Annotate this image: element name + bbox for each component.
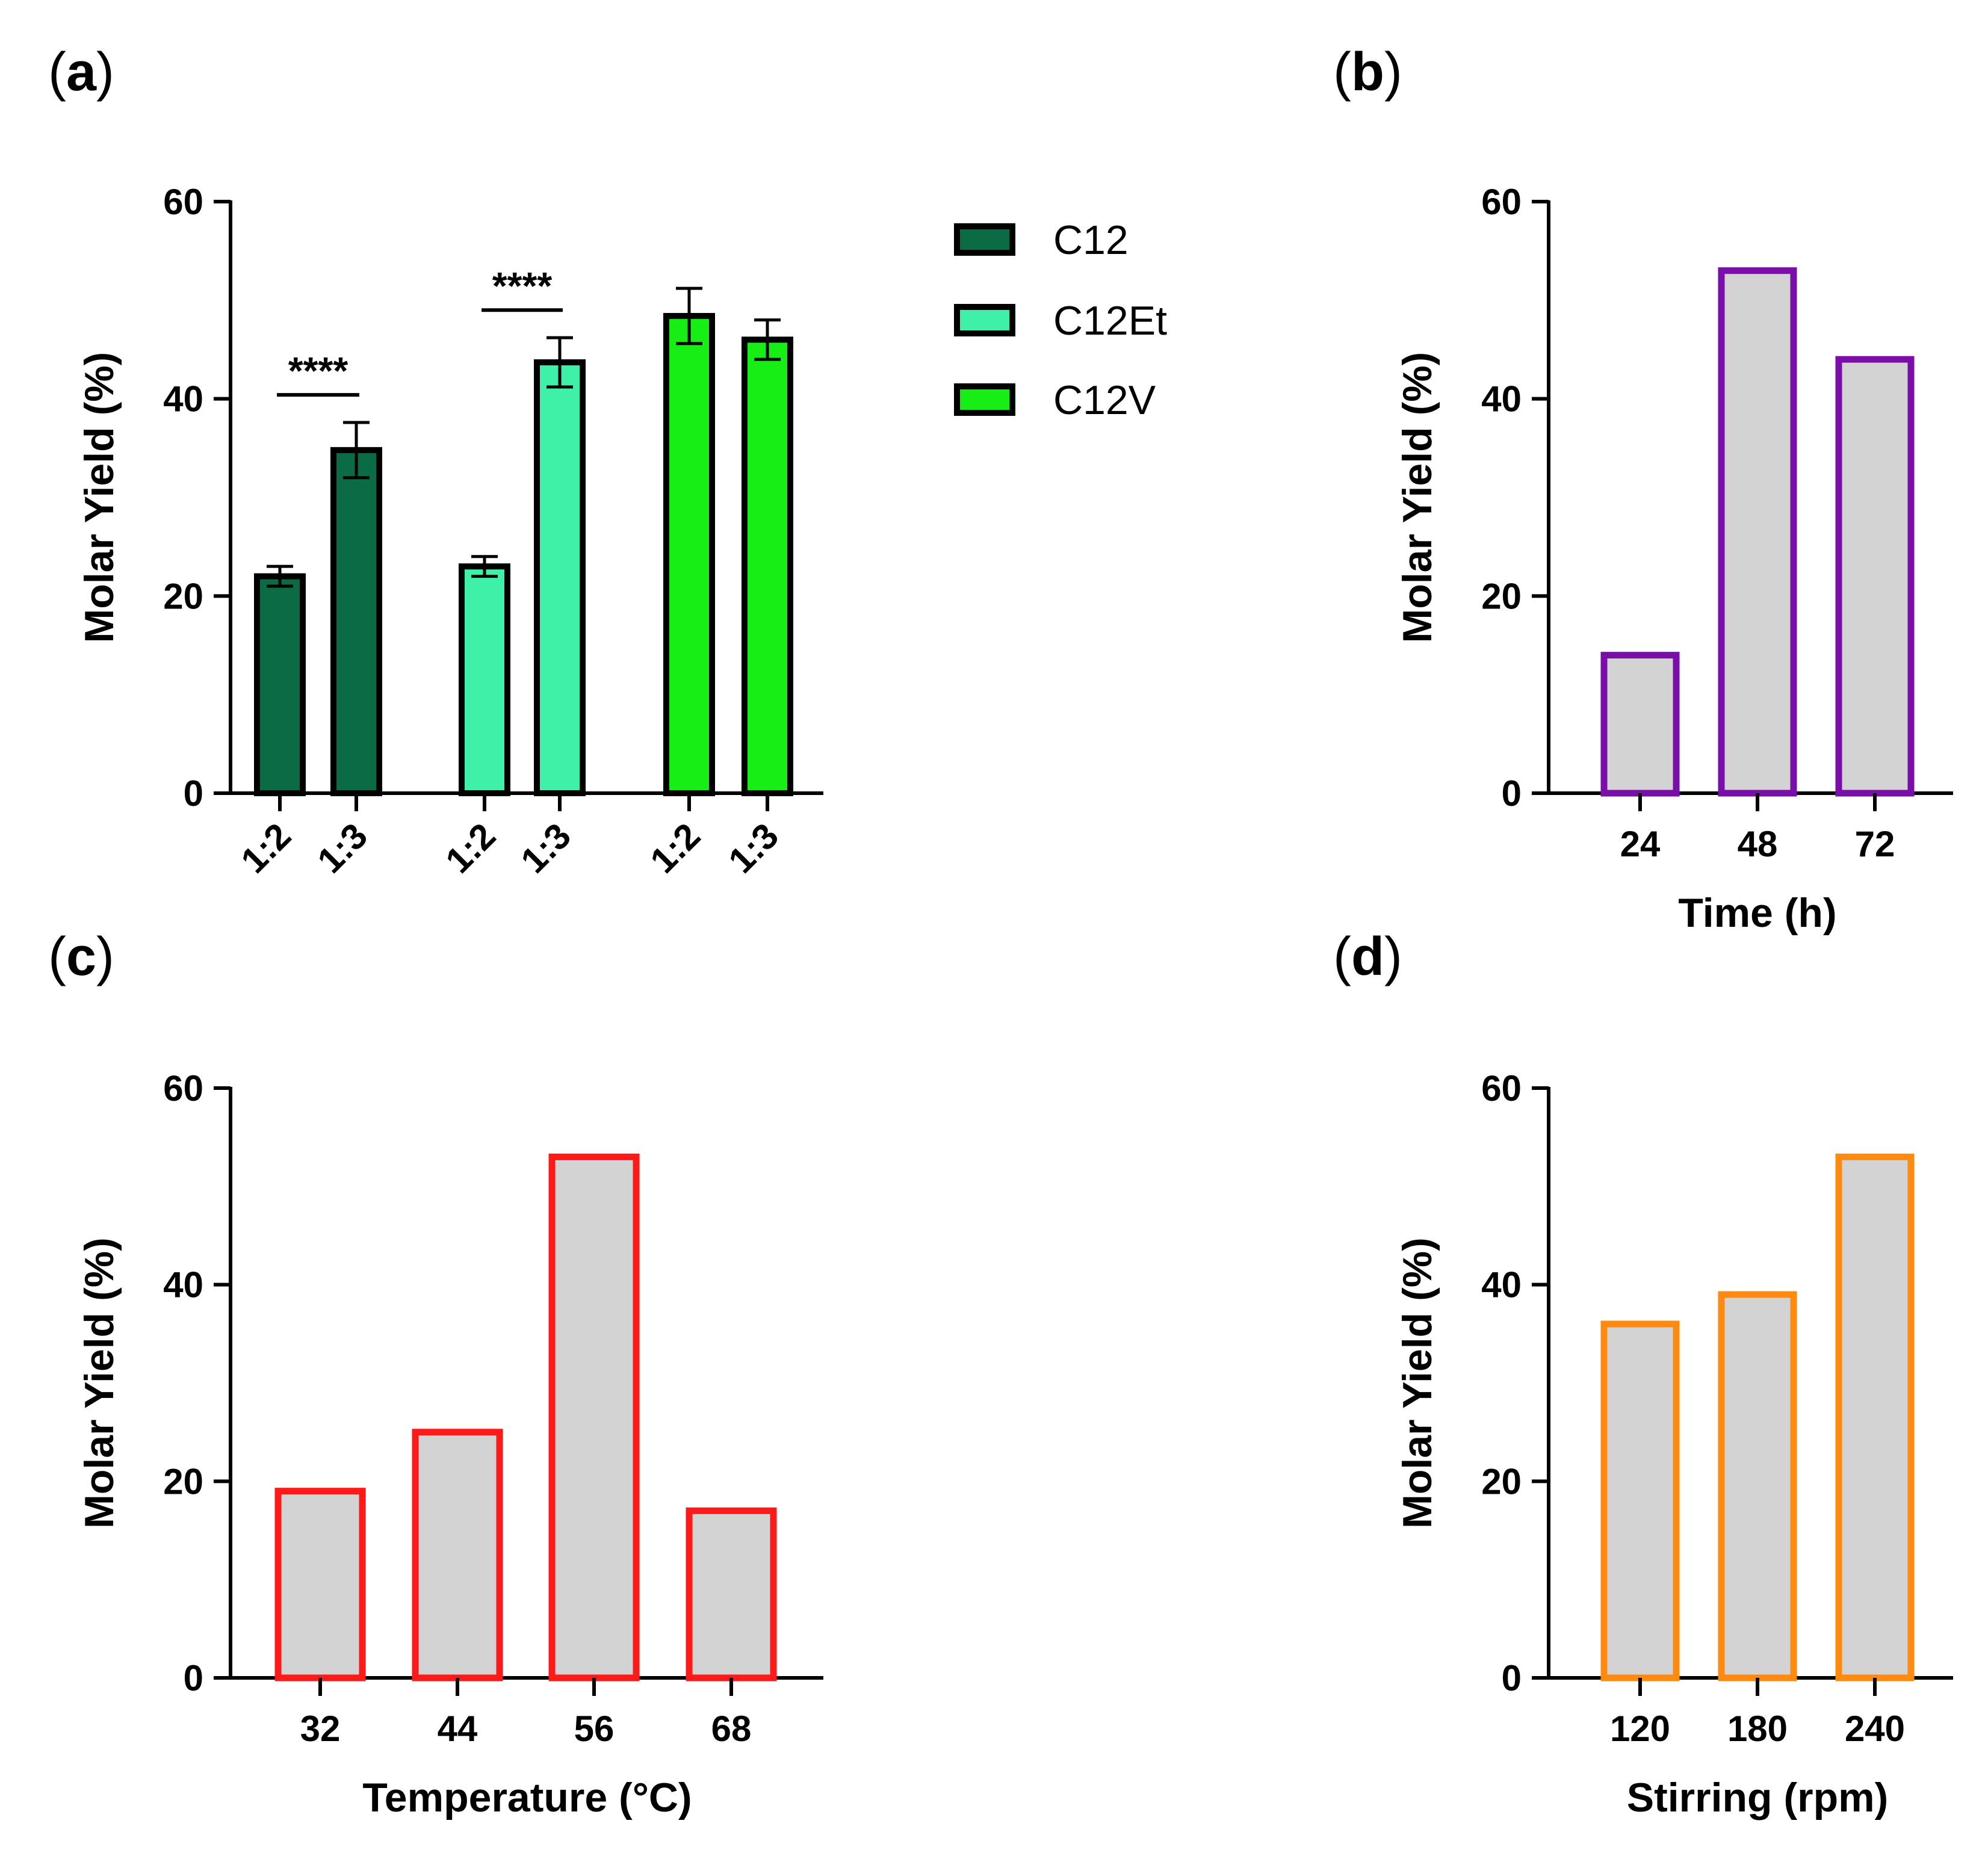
- bar: [1600, 1320, 1680, 1681]
- y-tick-label: 60: [163, 182, 203, 222]
- x-tick-label: 44: [438, 1709, 478, 1749]
- x-tick-label: 24: [1620, 824, 1661, 864]
- y-axis-title: Molar Yield (%): [1395, 352, 1440, 643]
- y-axis-title: Molar Yield (%): [76, 352, 122, 643]
- bar: [459, 563, 510, 797]
- panel-label: (b): [1333, 42, 1402, 102]
- bar: [254, 573, 306, 796]
- y-axis-title: Molar Yield (%): [76, 1237, 122, 1529]
- panel-label: (d): [1333, 927, 1402, 987]
- y-tick-label: 0: [1502, 773, 1522, 814]
- x-axis-title: Temperature (°C): [362, 1775, 692, 1821]
- x-tick-label: 120: [1610, 1709, 1670, 1749]
- bar: [1835, 1153, 1915, 1681]
- significance-label: ****: [288, 349, 348, 392]
- x-tick-label: 1:2: [438, 815, 503, 881]
- legend-swatch: [954, 304, 1015, 336]
- y-tick-label: 0: [184, 1658, 203, 1698]
- y-tick-label: 20: [1481, 576, 1522, 616]
- bar: [534, 359, 586, 796]
- x-tick-label: 240: [1845, 1709, 1905, 1749]
- x-tick-label: 72: [1855, 824, 1895, 864]
- bar: [1718, 267, 1797, 797]
- x-tick-label: 180: [1727, 1709, 1788, 1749]
- legend-label: C12Et: [1053, 298, 1167, 344]
- x-tick-label: 1:3: [513, 815, 578, 881]
- y-axis-title: Molar Yield (%): [1395, 1237, 1440, 1529]
- x-axis-title: Stirring (rpm): [1627, 1775, 1888, 1821]
- panel-label: (c): [48, 927, 114, 987]
- y-tick-label: 60: [1481, 1068, 1522, 1109]
- x-tick-label: 56: [574, 1709, 615, 1749]
- y-tick-label: 20: [163, 1461, 203, 1502]
- panel-d: (d) 0 20 40 60 Molar Yield (%) 120 180 240 Stirri…: [1333, 927, 1953, 1821]
- bar: [1718, 1291, 1797, 1681]
- legend-swatch: [954, 223, 1015, 256]
- bar: [686, 1507, 777, 1681]
- x-tick-label: 32: [300, 1709, 341, 1749]
- significance-label: ****: [492, 264, 553, 308]
- bar: [548, 1153, 640, 1681]
- y-tick-label: 20: [163, 576, 203, 616]
- x-tick-label: 1:2: [233, 815, 299, 881]
- legend-label: C12: [1053, 217, 1129, 263]
- panel-b: (b) 0 20 40 60 Molar Yield (%) 24 48 72 Time (h): [1333, 42, 1953, 936]
- y-tick-label: 40: [163, 1265, 203, 1305]
- x-tick-label: 1:3: [309, 815, 375, 881]
- y-tick-label: 60: [1481, 182, 1522, 222]
- y-tick-label: 40: [1481, 379, 1522, 419]
- y-tick-label: 40: [163, 379, 203, 419]
- y-tick-label: 0: [1502, 1658, 1522, 1698]
- x-tick-label: 68: [711, 1709, 752, 1749]
- y-tick-label: 20: [1481, 1461, 1522, 1502]
- y-tick-label: 60: [163, 1068, 203, 1109]
- bar: [742, 336, 793, 796]
- x-axis-title: Time (h): [1678, 890, 1836, 936]
- y-tick-label: 40: [1481, 1265, 1522, 1305]
- legend-label: C12V: [1053, 377, 1156, 423]
- bar: [274, 1488, 366, 1681]
- bar: [412, 1429, 503, 1681]
- bar: [330, 447, 382, 796]
- bar: [663, 313, 715, 796]
- x-tick-label: 1:3: [720, 815, 786, 881]
- bar: [1600, 652, 1680, 797]
- legend-swatch: [954, 383, 1015, 416]
- panel-label: (a): [48, 42, 114, 102]
- bar: [1835, 356, 1915, 797]
- y-tick-label: 0: [184, 773, 203, 814]
- x-tick-label: 48: [1738, 824, 1778, 864]
- x-tick-label: 1:2: [642, 815, 708, 881]
- panel-c: (c) 0 20 40 60 Molar Yield (%) 32 44 56 68 Tempera…: [48, 927, 823, 1821]
